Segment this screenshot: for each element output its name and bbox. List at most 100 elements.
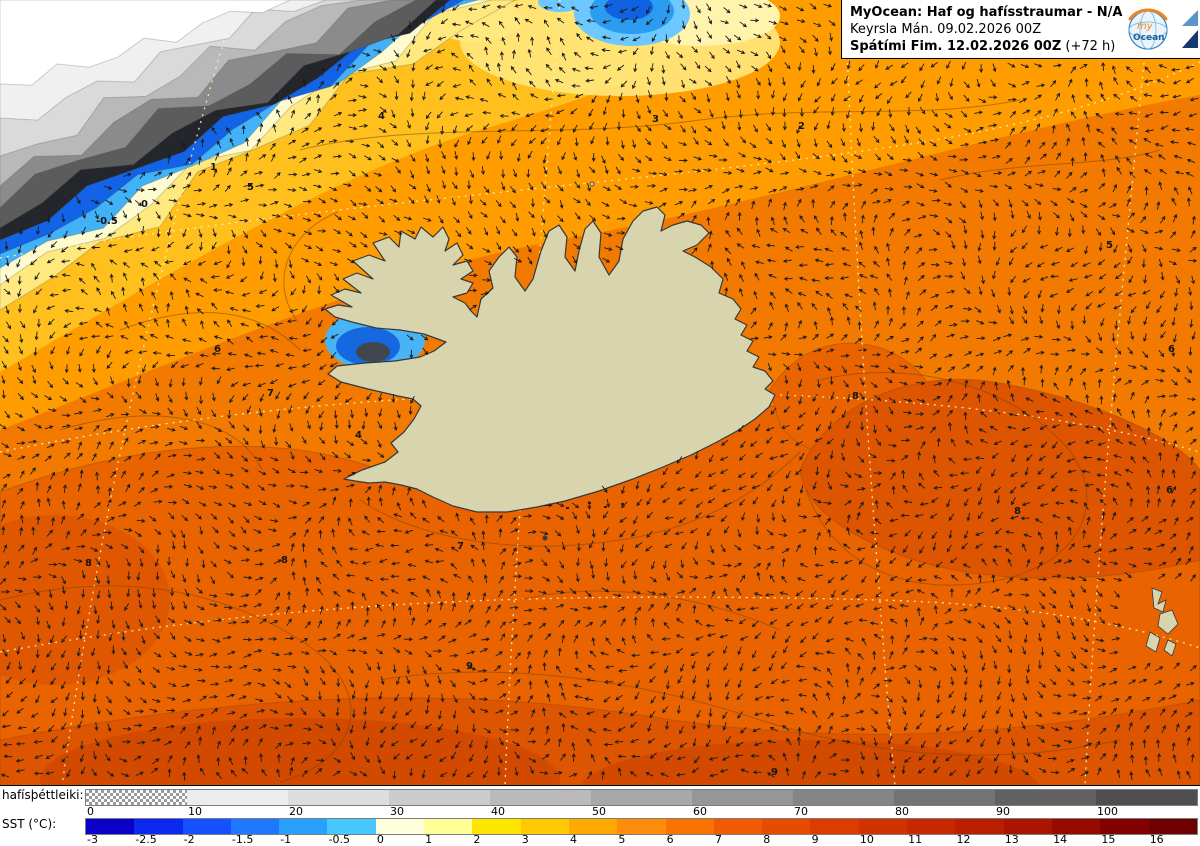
svg-text:6: 6 [214,344,221,355]
legend-segment [591,790,692,805]
sst-tick-label: -0.5 [328,833,350,846]
legend-segment [389,790,490,805]
info-text: MyOcean: Haf og hafísstraumar - N/A Keyr… [842,0,1124,58]
sst-tick-label: -3 [87,833,98,846]
sst-contours [0,99,1161,783]
sst-tick-label: 16 [1149,833,1164,846]
sst-tick-label: -2 [183,833,195,846]
legend-segment [520,819,569,834]
sst-tick-label: 7 [714,833,722,846]
faroe-islands [1145,587,1179,657]
legend-segment [134,819,183,834]
legend-segment [568,819,618,834]
svg-text:2: 2 [798,121,805,132]
sst-tick-label: 6 [666,833,674,846]
legend-segment [86,790,187,805]
sst-tick-label: 4 [570,833,578,846]
legend-segment [955,819,1004,834]
valid-time: Spátími Fim. 12.02.2026 00Z (+72 h) [850,39,1116,54]
sst-tick-label: 11 [908,833,923,846]
ice-tick-label: 80 [895,805,909,818]
svg-text:9: 9 [771,767,778,778]
sst-tick-label: 9 [811,833,819,846]
iceland-landmass [324,206,776,513]
legend-segment [279,819,328,834]
legend-segment [1051,819,1101,834]
map-title: MyOcean: Haf og hafísstraumar - N/A [850,5,1123,20]
contour-labels: -0.5 0 1 2 3 4 5 4 6 7 7 8 8 8 8 9 9 6 5 6 [85,111,1175,778]
ice-tick-label: 50 [592,805,606,818]
legend-panel: hafísþéttleiki: 0 10 20 30 40 50 60 70 80 90 100 S… [0,785,1200,846]
sst-legend-bar [85,818,1198,835]
svg-text:0: 0 [141,199,148,210]
sst-tick-label: 14 [1053,833,1068,846]
legend-segment [472,819,521,834]
svg-text:8: 8 [1014,506,1021,517]
legend-segment [713,819,763,834]
sst-tick-label: 8 [763,833,771,846]
legend-segment [327,819,376,834]
met-institute-logo [1182,10,1199,48]
legend-segment [1096,790,1197,805]
svg-text:3: 3 [652,114,659,125]
svg-text:-0.5: -0.5 [96,216,118,227]
legend-segment [692,790,793,805]
ice-tick-label: 30 [390,805,404,818]
legend-segment [858,819,908,834]
svg-text:6: 6 [1168,344,1175,355]
svg-text:8: 8 [281,555,288,566]
legend-segment [907,819,956,834]
svg-text:my: my [1137,21,1154,32]
ice-legend-ticks: 0 10 20 30 40 50 60 70 80 90 100 [0,805,1200,818]
sst-legend-label: SST (°C): [2,817,57,831]
ice-tick-label: 70 [794,805,808,818]
svg-text:4: 4 [355,430,362,441]
myocean-logo: my Ocean [1128,8,1169,50]
sst-legend-ticks: -3 -2.5 -2 -1.5 -1 -0.5 0 1 2 3 4 5 6 7 8 9 10 11 12 13 14 15… [0,833,1200,846]
legend-segment [424,819,473,834]
ice-tick-label: 40 [491,805,505,818]
sst-tick-label: 12 [956,833,971,846]
ice-tick-label: 100 [1097,805,1118,818]
sst-tick-label: 3 [521,833,529,846]
sst-tick-label: 15 [1101,833,1116,846]
run-time: Keyrsla Mán. 09.02.2026 00Z [850,22,1042,37]
svg-text:5: 5 [1106,240,1113,251]
svg-text:7: 7 [267,388,274,399]
ice-tick-label: 10 [188,805,202,818]
legend-segment [375,819,425,834]
sst-tick-label: 10 [859,833,874,846]
svg-text:9: 9 [466,661,473,672]
logos: my Ocean [1124,0,1200,58]
sst-tick-label: 0 [376,833,384,846]
svg-text:4: 4 [378,111,385,122]
legend-segment [182,819,231,834]
legend-segment [665,819,714,834]
sst-tick-label: -1.5 [231,833,254,846]
ice-tick-label: 20 [289,805,303,818]
sst-tick-label: 2 [473,833,481,846]
svg-text:6: 6 [1166,485,1173,496]
legend-segment [894,790,995,805]
legend-segment [1148,819,1197,834]
svg-text:5: 5 [247,182,254,193]
ice-tick-label: 0 [87,805,94,818]
svg-text:Ocean: Ocean [1133,33,1165,43]
svg-text:7: 7 [457,541,464,552]
current-arrows [0,0,1199,781]
ice-legend-label: hafísþéttleiki: [2,788,84,802]
svg-text:8: 8 [85,558,92,569]
ice-tick-label: 60 [693,805,707,818]
legend-segment [187,790,288,805]
sst-tick-label: 13 [1004,833,1019,846]
ice-tick-label: 90 [996,805,1010,818]
sst-currents-map: -0.5 0 1 2 3 4 5 4 6 7 7 8 8 8 8 9 9 6 5 6 [0,0,1200,786]
legend-segment [230,819,280,834]
legend-segment [490,790,591,805]
svg-text:8: 8 [852,391,859,402]
sst-tick-label: -2.5 [135,833,157,846]
legend-segment [793,790,894,805]
legend-segment [617,819,666,834]
legend-segment [1003,819,1052,834]
